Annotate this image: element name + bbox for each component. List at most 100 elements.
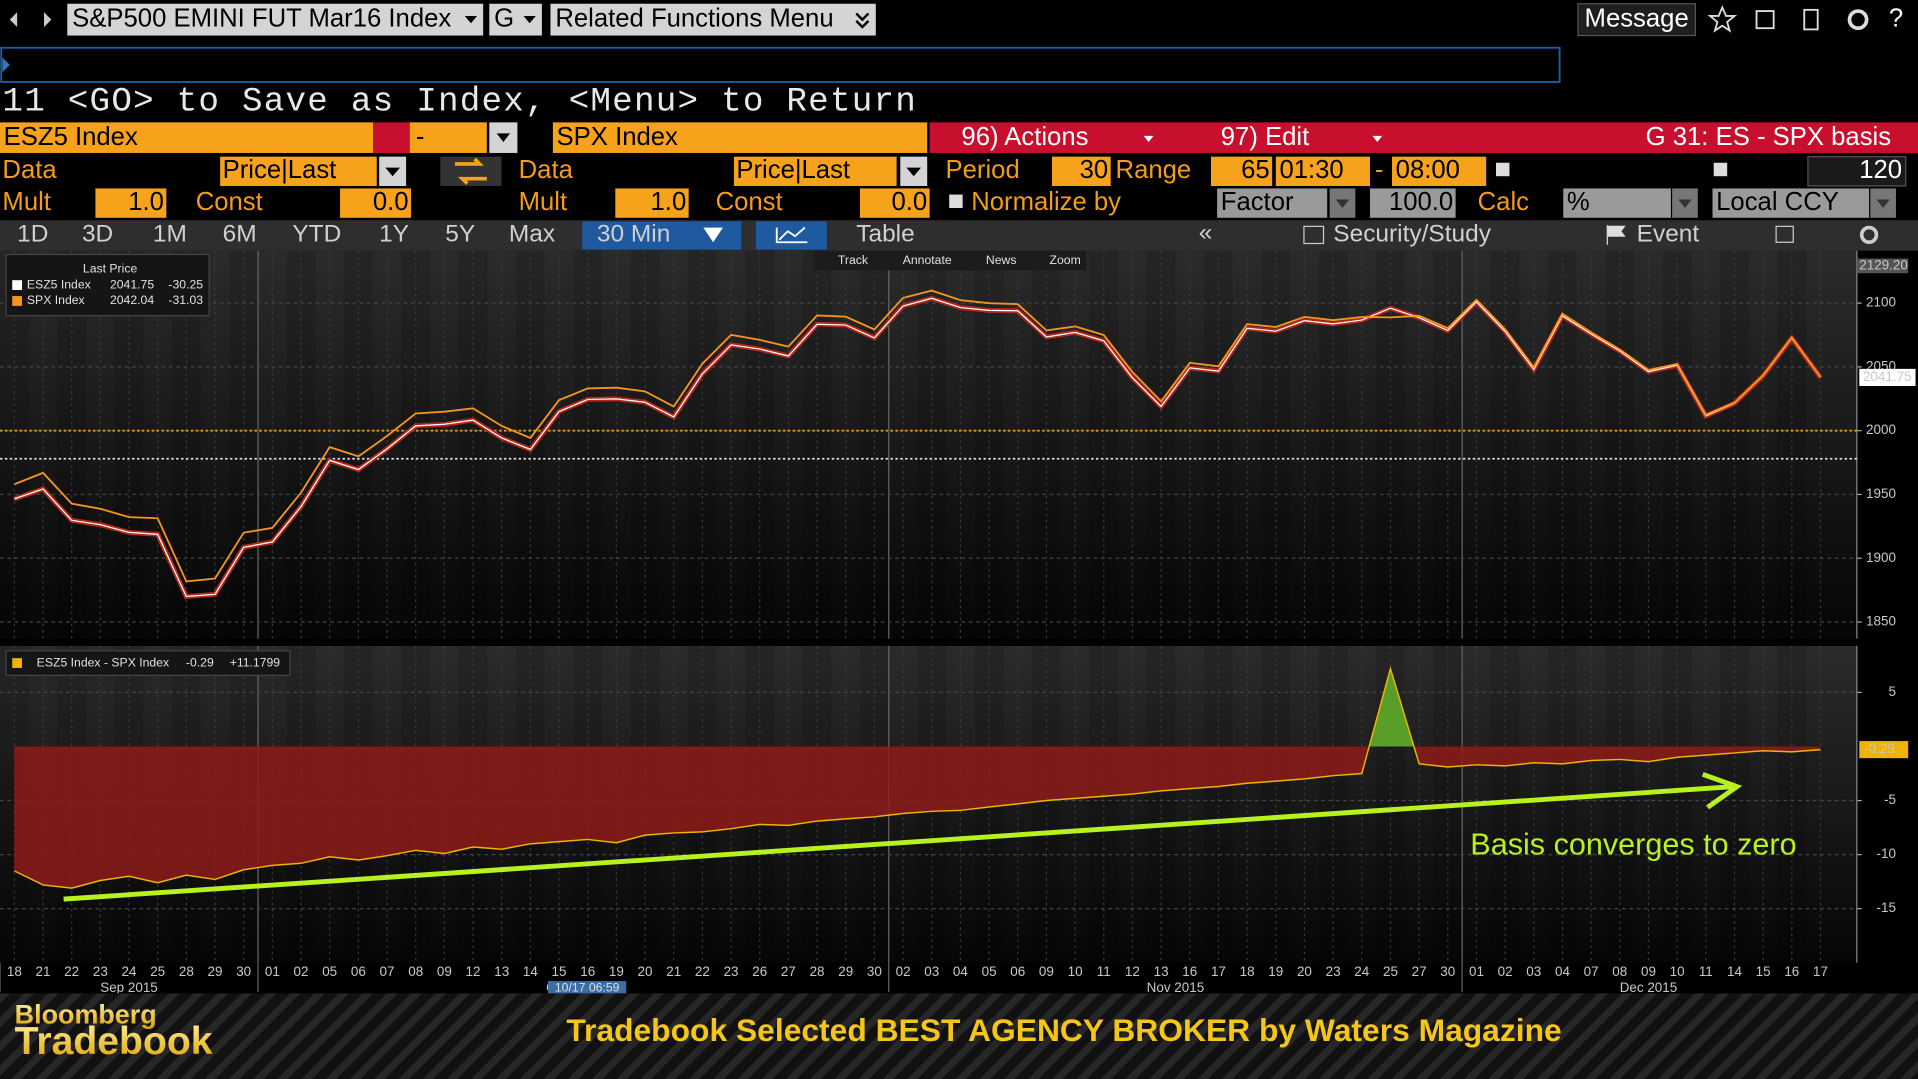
field-box[interactable] <box>1392 156 1487 186</box>
y-tick-label: 1900 <box>1866 550 1896 565</box>
x-tick-label: 23 <box>724 964 739 979</box>
tab[interactable]: Table <box>856 220 914 247</box>
chart-tool[interactable]: Annotate <box>903 253 952 267</box>
chart-tool[interactable]: News <box>986 253 1017 267</box>
tool-button[interactable]: Security/Study <box>1333 220 1491 247</box>
legend-label[interactable]: ESZ5 Index <box>27 277 91 291</box>
currency[interactable]: Local CCY <box>1716 188 1839 216</box>
mult[interactable]: 1.0 <box>128 188 164 216</box>
chart-tool[interactable]: Zoom <box>1050 253 1081 267</box>
tab[interactable]: 5Y <box>445 220 475 247</box>
field-box[interactable] <box>220 156 377 186</box>
checkbox[interactable] <box>1495 162 1510 177</box>
label: Normalize by <box>971 188 1121 216</box>
field[interactable]: Price|Last <box>223 156 337 184</box>
source-box[interactable] <box>489 3 542 36</box>
print-icon[interactable] <box>1803 8 1819 31</box>
collapse-button[interactable]: « <box>1199 219 1213 246</box>
time-to[interactable]: 08:00 <box>1396 156 1460 184</box>
tab[interactable]: 6M <box>223 220 257 247</box>
const[interactable]: 0.0 <box>892 188 928 216</box>
annotation: Basis converges to zero <box>1470 828 1796 862</box>
dropdown-arrow <box>1372 135 1383 142</box>
menu-box[interactable] <box>550 3 876 36</box>
field-box[interactable] <box>1370 188 1456 218</box>
mult[interactable]: 1.0 <box>651 188 687 216</box>
security-field[interactable]: S&P500 EMINI FUT Mar16 Index <box>72 4 451 32</box>
column-shade <box>1089 250 1119 639</box>
study-icon[interactable] <box>1303 225 1325 245</box>
actions-menu[interactable]: 96) Actions <box>961 123 1088 151</box>
forward-button[interactable] <box>44 12 52 27</box>
field-box[interactable] <box>95 188 167 218</box>
field-box[interactable] <box>1712 188 1870 218</box>
calc[interactable]: % <box>1567 188 1590 216</box>
settings-icon[interactable] <box>1859 225 1879 245</box>
tab[interactable]: Max <box>509 220 555 247</box>
message-button[interactable]: Message <box>1585 4 1689 32</box>
time-from[interactable]: 01:30 <box>1279 156 1343 184</box>
y-tick-label: -10 <box>1877 846 1896 861</box>
factor[interactable]: Factor <box>1221 188 1294 216</box>
x-tick-label: 09 <box>437 964 452 979</box>
chart-view-button[interactable] <box>755 221 827 250</box>
label: Const <box>716 188 783 216</box>
checkbox[interactable] <box>1713 162 1728 177</box>
range[interactable]: 65 <box>1241 156 1270 184</box>
area-below <box>14 746 1821 889</box>
tool-button[interactable]: Event <box>1637 220 1700 247</box>
operator-box[interactable] <box>409 122 487 153</box>
security-1-box[interactable] <box>0 122 374 153</box>
field-box[interactable] <box>340 188 411 218</box>
tab[interactable]: 1Y <box>379 220 409 247</box>
back-button[interactable] <box>9 12 18 27</box>
const[interactable]: 0.0 <box>373 188 409 216</box>
favorite-icon[interactable] <box>1707 5 1738 33</box>
command-input[interactable] <box>0 46 1561 83</box>
checkbox[interactable] <box>949 194 963 209</box>
security-2-box[interactable] <box>552 122 928 153</box>
swap-button[interactable] <box>440 156 502 186</box>
field-box[interactable] <box>1217 188 1328 218</box>
field-box[interactable] <box>1210 156 1273 186</box>
legend-label[interactable]: SPX Index <box>27 293 85 307</box>
legend-change: +11.1799 <box>230 655 281 669</box>
security-box[interactable] <box>67 3 484 36</box>
field-box[interactable] <box>1275 156 1370 186</box>
field-box[interactable] <box>615 188 689 218</box>
export-icon[interactable] <box>1755 10 1775 30</box>
security-1[interactable]: ESZ5 Index <box>4 123 138 151</box>
security-2[interactable]: SPX Index <box>557 123 678 151</box>
chart-tool[interactable]: Track <box>838 253 869 267</box>
period[interactable]: 30 <box>1080 156 1109 184</box>
tab[interactable]: 3D <box>82 220 113 247</box>
field-box[interactable] <box>1563 188 1671 218</box>
operator[interactable]: - <box>416 123 425 151</box>
tab[interactable]: 1D <box>17 220 48 247</box>
event-icon[interactable] <box>1606 225 1626 245</box>
related-functions-menu[interactable]: Related Functions Menu <box>555 4 833 32</box>
field-box[interactable] <box>1051 156 1111 186</box>
field-box[interactable] <box>859 188 930 218</box>
edit-menu[interactable]: 97) Edit <box>1221 123 1309 151</box>
top-toolbar: S&P500 EMINI FUT Mar16 Index G Related F… <box>9 3 1903 37</box>
field-box[interactable] <box>1807 156 1907 187</box>
tab[interactable]: 30 Min <box>597 220 670 247</box>
legend-label[interactable]: ESZ5 Index - SPX Index <box>37 655 169 669</box>
field-box[interactable] <box>733 156 897 186</box>
tab[interactable]: YTD <box>292 220 341 247</box>
factor-value[interactable]: 100.0 <box>1389 188 1453 216</box>
field[interactable]: Price|Last <box>736 156 850 184</box>
settings-icon[interactable] <box>1847 9 1869 31</box>
separator-box <box>373 122 410 153</box>
message-box[interactable] <box>1577 3 1696 37</box>
corr-value[interactable]: 120 <box>1859 156 1902 184</box>
x-tick-label: 28 <box>810 964 825 979</box>
help-icon[interactable]: ? <box>1889 4 1903 32</box>
brand-line-1: Bloomberg <box>15 1000 157 1030</box>
source-field[interactable]: G <box>494 4 514 32</box>
legend-value: 2041.75 <box>110 277 154 291</box>
edit-icon[interactable] <box>1775 225 1794 243</box>
x-tick-label: 20 <box>1297 964 1312 979</box>
tab[interactable]: 1M <box>153 220 187 247</box>
